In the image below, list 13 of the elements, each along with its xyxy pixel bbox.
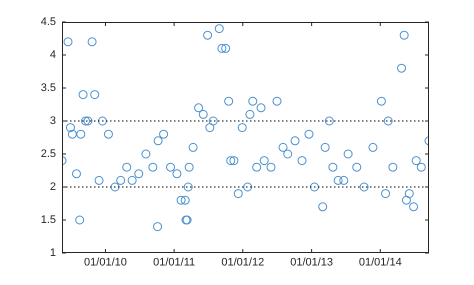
y-tick-label: 3 (50, 115, 56, 128)
x-tick-label: 01/01/14 (358, 256, 402, 269)
x-tick-label: 01/01/12 (221, 256, 264, 269)
y-tick-label: 4 (50, 49, 56, 62)
y-tick-label: 4.5 (40, 16, 56, 28)
y-tick-label: 3.5 (40, 82, 56, 94)
y-tick-label: 2 (50, 181, 56, 194)
x-tick-label: 01/01/11 (153, 256, 196, 269)
x-tick-label: 01/01/10 (84, 256, 127, 269)
x-tick-label: 01/01/13 (290, 256, 334, 269)
y-tick-label: 2.5 (40, 148, 56, 160)
y-tick-label: 1 (50, 247, 56, 260)
y-tick-label: 1.5 (40, 214, 56, 226)
